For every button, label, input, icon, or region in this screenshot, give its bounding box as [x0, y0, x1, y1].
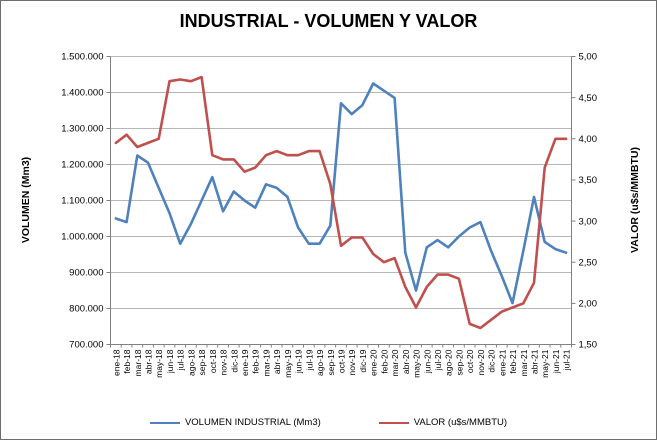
axis-tick-label: ene-21: [497, 349, 507, 376]
legend-item-0: VOLUMEN INDUSTRIAL (Mm3): [149, 417, 321, 428]
axis-tick-label: 700.000: [69, 340, 103, 351]
axis-tick-label: ene-18: [111, 349, 121, 376]
legend-label: VOLUMEN INDUSTRIAL (Mm3): [184, 417, 321, 428]
axis-tick-label: jun-19: [294, 349, 304, 374]
series-line-0: [114, 82, 568, 305]
axis-tick-label: abr-21: [529, 349, 539, 374]
legend-label: VALOR (u$s/MMBTU): [413, 417, 508, 428]
axis-tick-label: may-21: [540, 349, 550, 378]
axis-tick-label: sep-18: [197, 349, 207, 375]
legend-item-1: VALOR (u$s/MMBTU): [378, 417, 508, 428]
axis-tick-label: dic-18: [229, 349, 239, 372]
axis-tick-label: 1.200.000: [61, 160, 103, 171]
axis-tick-label: 800.000: [69, 304, 103, 315]
axis-tick-label: mar-18: [133, 349, 143, 376]
axis-tick-label: mar-20: [390, 349, 400, 376]
axis-tick-label: mar-21: [519, 349, 529, 376]
axis-tick-label: ene-20: [369, 349, 379, 376]
axis-tick-label: may-18: [154, 349, 164, 378]
axis-tick-label: 2,50: [579, 257, 598, 268]
axis-tick-label: 3,50: [579, 175, 598, 186]
legend: VOLUMEN INDUSTRIAL (Mm3) VALOR (u$s/MMBTU…: [1, 417, 656, 428]
axis-tick-label: feb-20: [379, 349, 389, 373]
axis-tick-label: 4,00: [579, 134, 598, 145]
axis-tick-label: may-19: [283, 349, 293, 378]
axis-tick-label: 900.000: [69, 268, 103, 279]
axis-tick-label: 2,00: [579, 299, 598, 310]
axis-tick-label: jun-18: [165, 349, 175, 374]
axis-tick-label: jun-20: [422, 349, 432, 374]
axis-tick-label: ene-19: [240, 349, 250, 376]
legend-swatch: [149, 421, 180, 424]
axis-tick-label: 4,50: [579, 93, 598, 104]
axis-tick-label: may-20: [412, 349, 422, 378]
axis-tick-label: nov-19: [347, 349, 357, 375]
left-axis-title: VOLUMEN (Mm3): [20, 156, 32, 244]
axis-tick-label: oct-20: [465, 349, 475, 373]
axis-tick-label: oct-18: [208, 349, 218, 373]
series-line-1: [114, 75, 568, 330]
axis-tick-label: 1.100.000: [61, 196, 103, 207]
chart-title: INDUSTRIAL - VOLUMEN Y VALOR: [179, 11, 478, 31]
axis-tick-label: 1.000.000: [61, 232, 103, 243]
axis-tick-label: jul-19: [304, 349, 314, 371]
axis-tick-label: sep-20: [454, 349, 464, 375]
axis-tick-label: feb-18: [122, 349, 132, 373]
axis-tick-label: 1.500.000: [61, 52, 103, 63]
axis-tick-label: 1,50: [579, 340, 598, 351]
axis-tick-label: 3,00: [579, 216, 598, 227]
axis-tick-label: jul-20: [433, 349, 443, 371]
axis-tick-label: 1.300.000: [61, 124, 103, 135]
axis-tick-label: dic-20: [487, 349, 497, 372]
axis-tick-label: oct-19: [337, 349, 347, 373]
axis-tick-label: nov-20: [476, 349, 486, 375]
axis-tick-label: nov-18: [219, 349, 229, 375]
axis-tick-label: dic-19: [358, 349, 368, 372]
axis-tick-label: feb-21: [508, 349, 518, 373]
axis-tick-label: ago-19: [315, 349, 325, 376]
axis-tick-label: jun-21: [551, 349, 561, 374]
axis-tick-label: mar-19: [261, 349, 271, 376]
legend-swatch: [378, 421, 409, 424]
axis-tick-label: ago-20: [444, 349, 454, 376]
right-axis-title: VALOR (u$s/MMBTU): [629, 147, 641, 253]
axis-tick-label: jul-21: [562, 349, 572, 371]
axis-tick-label: abr-19: [272, 349, 282, 374]
axis-tick-label: 5,00: [579, 52, 598, 63]
axis-tick-label: sep-19: [326, 349, 336, 375]
axis-tick-label: jul-18: [176, 349, 186, 371]
axis-tick-label: abr-18: [144, 349, 154, 374]
axis-tick-label: feb-19: [251, 349, 261, 373]
axis-tick-label: 1.400.000: [61, 88, 103, 99]
axis-tick-label: abr-20: [401, 349, 411, 374]
axis-tick-label: ago-18: [186, 349, 196, 376]
